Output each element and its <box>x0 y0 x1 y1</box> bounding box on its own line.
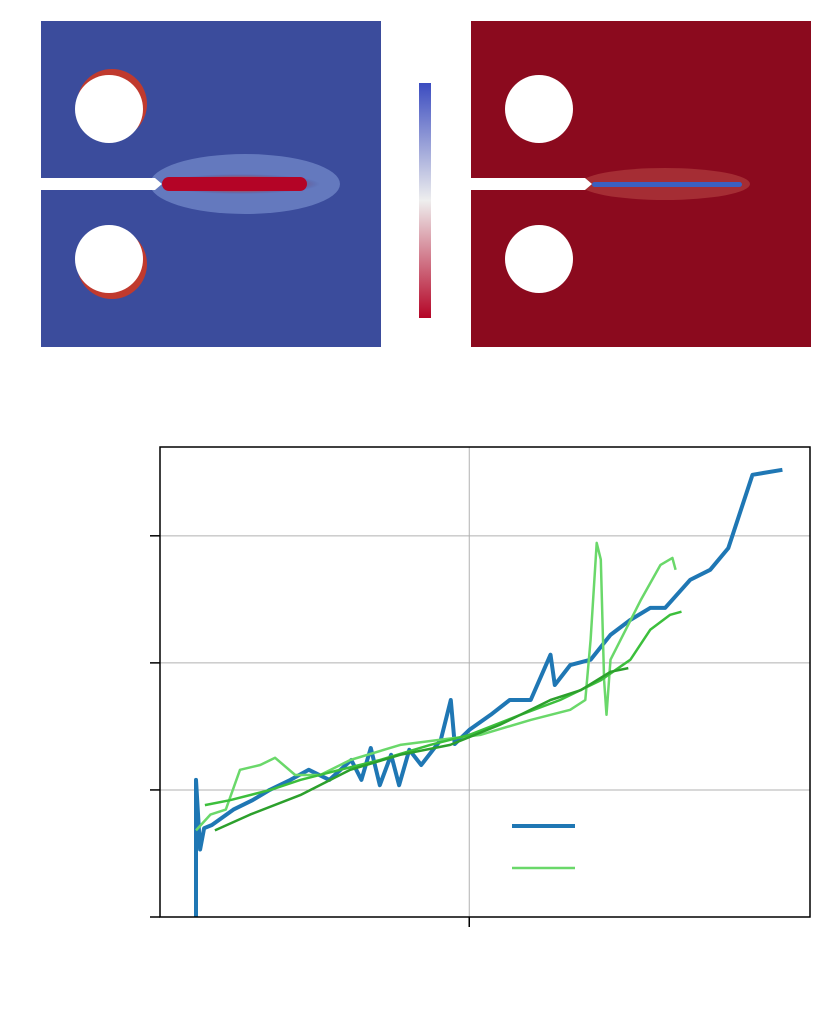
series-line <box>214 666 629 832</box>
series-line <box>204 610 682 807</box>
field-right <box>471 21 811 347</box>
axes-frame <box>159 446 811 918</box>
field-left <box>41 21 381 347</box>
series-line <box>194 467 783 917</box>
series-line <box>195 541 677 832</box>
colorbar <box>419 83 431 318</box>
plot <box>150 446 811 927</box>
